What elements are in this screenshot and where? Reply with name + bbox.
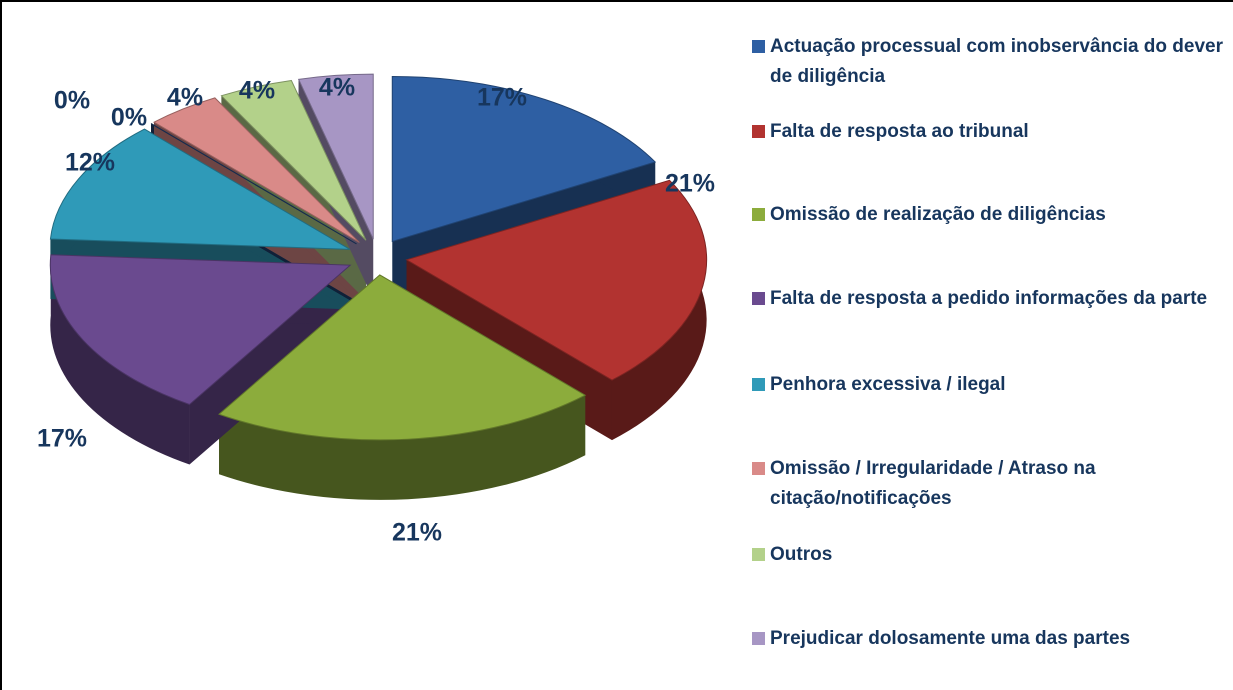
legend-item: Falta de resposta ao tribunal: [752, 117, 1233, 147]
legend-item: Prejudicar dolosamente uma das partes: [752, 624, 1233, 654]
legend-item: Omissão de realização de diligências: [752, 200, 1233, 230]
legend-swatch: [752, 632, 765, 645]
data-label: 21%: [665, 170, 715, 198]
slice: [49, 128, 351, 250]
legend-item: Falta de resposta a pedido informações d…: [752, 284, 1233, 314]
slice: [297, 73, 374, 240]
data-label: 17%: [477, 84, 527, 112]
slice-wall: [219, 395, 586, 500]
legend-item: Outros: [752, 540, 1233, 570]
legend-label: Omissão de realização de diligências: [770, 204, 1106, 225]
data-label: 21%: [392, 519, 442, 547]
slice: [218, 274, 587, 441]
legend-label: Actuação processual com inobservância do…: [770, 36, 1224, 87]
legend-swatch: [752, 40, 765, 53]
legend-label: Omissão / Irregularidade / Atraso na cit…: [770, 458, 1096, 509]
slice: [405, 179, 708, 381]
legend-swatch: [752, 292, 765, 305]
legend-label: Outros: [770, 544, 833, 565]
legend-label: Prejudicar dolosamente uma das partes: [770, 628, 1131, 649]
legend-label: Penhora excessiva / ilegal: [770, 374, 1006, 395]
pie-area: 17% 21% 21% 17% 12% 0% 0% 4% 4% 4%: [37, 73, 715, 547]
data-label: 12%: [65, 149, 115, 177]
data-label: 4%: [319, 74, 355, 102]
data-label: 0%: [54, 87, 90, 115]
legend-item: Penhora excessiva / ilegal: [752, 370, 1233, 400]
slice: [49, 254, 352, 406]
legend-item: Omissão / Irregularidade / Atraso na cit…: [752, 454, 1233, 514]
data-label: 17%: [37, 425, 87, 453]
legend-swatch: [752, 548, 765, 561]
slice-wall: [50, 254, 190, 465]
legend-swatch: [752, 208, 765, 221]
legend-swatch: [752, 125, 765, 138]
slice: [152, 97, 360, 243]
slice: [391, 76, 657, 243]
slice: [220, 79, 367, 241]
legend-label: Falta de resposta a pedido informações d…: [770, 288, 1208, 309]
data-label: 0%: [111, 104, 147, 132]
legend-item: Actuação processual com inobservância do…: [752, 32, 1233, 92]
data-label: 4%: [167, 84, 203, 112]
legend-label: Falta de resposta ao tribunal: [770, 121, 1029, 142]
legend-swatch: [752, 462, 765, 475]
legend-swatch: [752, 378, 765, 391]
data-label: 4%: [239, 77, 275, 105]
